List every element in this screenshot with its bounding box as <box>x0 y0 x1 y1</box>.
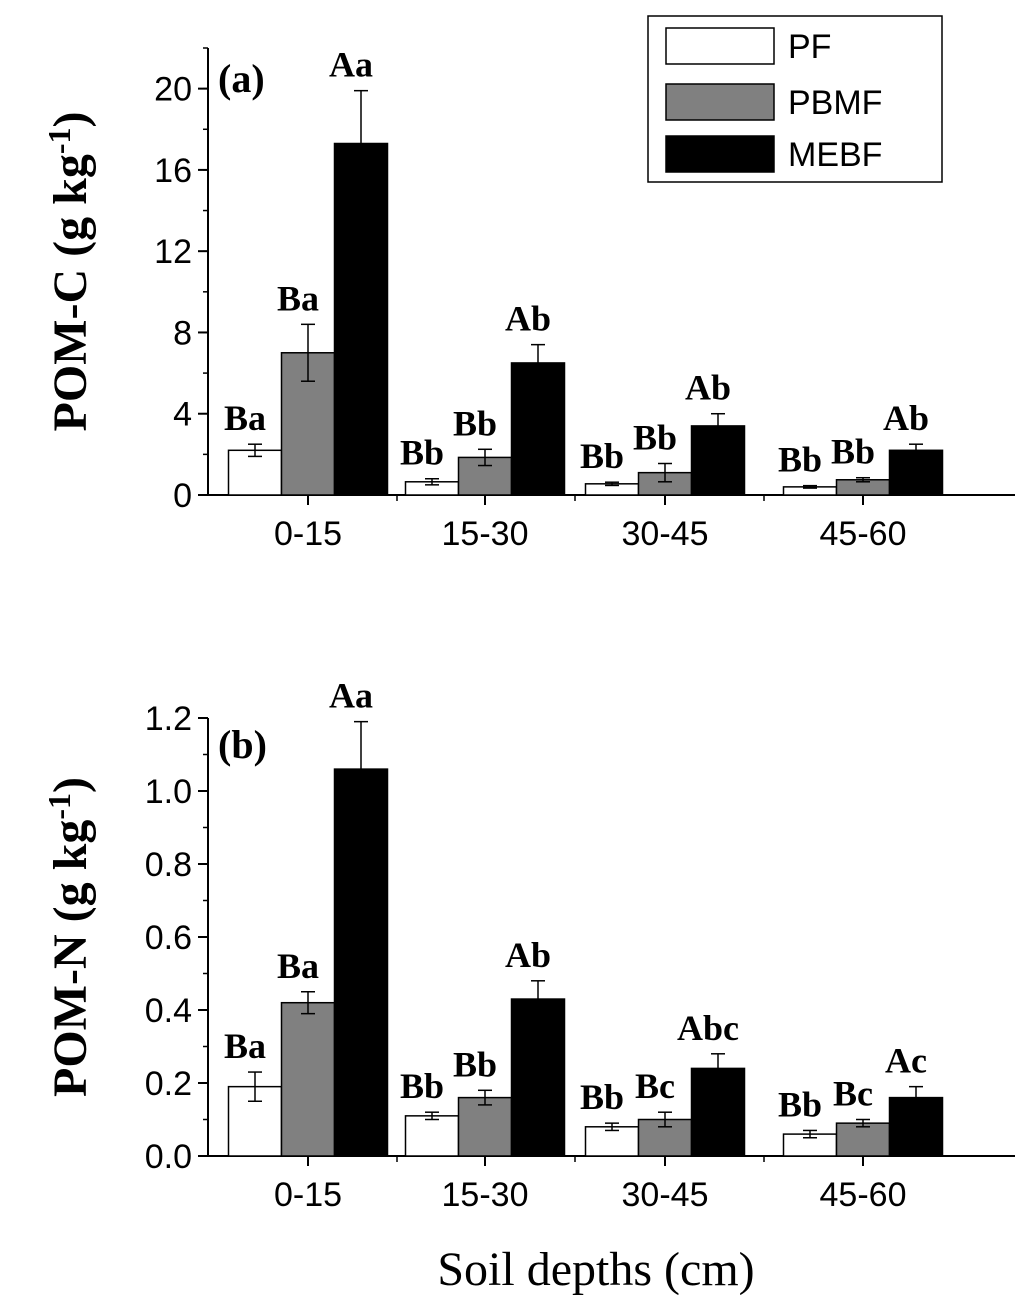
x-tick-label: 30-45 <box>622 1176 709 1214</box>
significance-label: Ab <box>883 398 929 438</box>
y-tick-label: 16 <box>154 152 192 190</box>
significance-label: Ba <box>224 1026 266 1066</box>
panel-label: (b) <box>218 722 267 767</box>
significance-label: Bb <box>831 432 875 472</box>
y-axis-label: POM-C (g kg-1) <box>41 112 97 432</box>
x-tick-label: 45-60 <box>820 1176 907 1214</box>
bar-pf <box>404 1115 460 1157</box>
bar-pf <box>584 1126 640 1157</box>
significance-label: Bb <box>453 403 497 443</box>
x-tick-label: 0-15 <box>274 1176 342 1214</box>
legend-label-pf: PF <box>788 28 831 66</box>
significance-label: Aa <box>329 45 373 85</box>
bar-mebf <box>510 998 566 1157</box>
x-tick-label: 15-30 <box>442 515 529 553</box>
y-axis-label: POM-N (g kg-1) <box>41 777 97 1097</box>
legend-swatch-pbmf <box>665 83 775 121</box>
x-axis-label: Soil depths (cm) <box>437 1243 754 1296</box>
significance-label: Bc <box>635 1066 675 1106</box>
legend-label-mebf: MEBF <box>788 136 882 174</box>
y-tick-label: 12 <box>154 233 192 271</box>
y-tick-label: 20 <box>154 71 192 109</box>
y-tick-label: 0.0 <box>145 1138 192 1176</box>
bar-mebf <box>333 142 389 496</box>
significance-label: Ab <box>685 368 731 408</box>
y-tick-label: 0 <box>173 477 192 515</box>
bar-mebf <box>888 449 944 496</box>
panel-b: 0.0 0.2 0.4 0.6 0.8 1.0 1.2 0-15 15-30 30-45 45-60… <box>41 676 1015 1214</box>
y-tick-label: 0.6 <box>145 919 192 957</box>
y-tick-label: 8 <box>173 314 192 352</box>
significance-label: Bb <box>778 1084 822 1124</box>
significance-label: Bb <box>633 418 677 458</box>
bar-mebf <box>333 768 389 1157</box>
significance-label: Ba <box>277 278 319 318</box>
significance-label: Bb <box>453 1044 497 1084</box>
bar-pbmf <box>457 1096 513 1157</box>
significance-label: Bb <box>400 433 444 473</box>
significance-label: Ba <box>224 398 266 438</box>
bar-pf <box>227 449 283 496</box>
bar-mebf <box>510 362 566 496</box>
legend-swatch-pf <box>665 27 775 65</box>
y-tick-label: 0.2 <box>145 1065 192 1103</box>
significance-label: Abc <box>677 1008 739 1048</box>
significance-label: Bb <box>778 440 822 480</box>
y-tick-label: 0.8 <box>145 846 192 884</box>
legend-label-pbmf: PBMF <box>788 84 882 122</box>
x-tick-label: 0-15 <box>274 515 342 553</box>
significance-label: Bb <box>580 436 624 476</box>
y-tick-label: 4 <box>173 396 192 434</box>
panel-label: (a) <box>218 56 265 101</box>
significance-label: Ac <box>885 1041 927 1081</box>
x-tick-label: 30-45 <box>622 515 709 553</box>
y-tick-label: 0.4 <box>145 992 192 1030</box>
bar-pbmf <box>835 1122 891 1157</box>
significance-label: Bb <box>400 1066 444 1106</box>
x-tick-label: 45-60 <box>820 515 907 553</box>
significance-label: Bc <box>833 1074 873 1114</box>
significance-label: Aa <box>329 676 373 716</box>
significance-label: Ab <box>505 299 551 339</box>
significance-label: Ba <box>277 946 319 986</box>
legend-swatch-mebf <box>665 135 775 173</box>
significance-label: Ab <box>505 935 551 975</box>
x-tick-label: 15-30 <box>442 1176 529 1214</box>
significance-label: Bb <box>580 1077 624 1117</box>
y-tick-label: 1.0 <box>145 773 192 811</box>
y-tick-label: 1.2 <box>145 700 192 738</box>
bar-pbmf <box>280 1001 336 1157</box>
legend: PF PBMF MEBF <box>647 15 943 183</box>
